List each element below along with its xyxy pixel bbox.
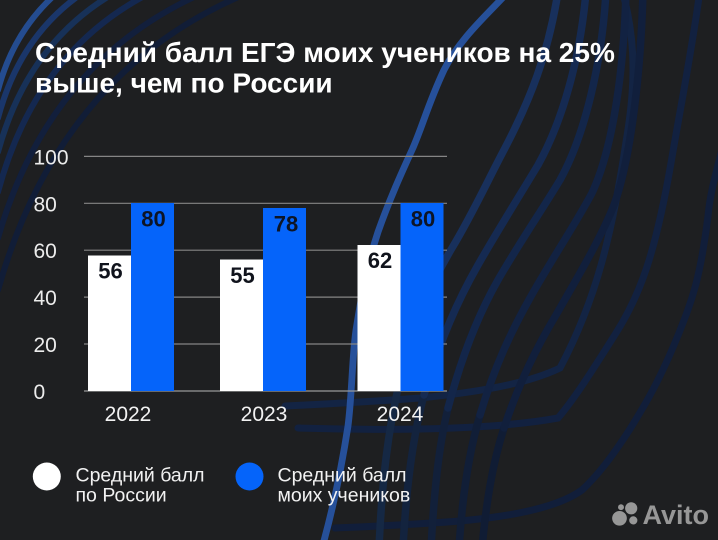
svg-text:Средний балл: Средний балл [76,465,205,487]
svg-text:56: 56 [98,259,122,284]
svg-text:80: 80 [141,207,165,232]
svg-text:40: 40 [34,287,57,310]
svg-text:моих учеников: моих учеников [278,485,411,507]
svg-text:2024: 2024 [377,403,424,426]
svg-text:2022: 2022 [105,403,152,426]
svg-text:Средний балл: Средний балл [278,465,407,487]
svg-text:0: 0 [34,381,46,404]
svg-text:100: 100 [34,146,69,169]
svg-text:78: 78 [274,212,298,237]
svg-text:Средний балл ЕГЭ моих учеников: Средний балл ЕГЭ моих учеников на 25% [35,37,615,68]
svg-text:Avito: Avito [643,500,710,530]
svg-text:2023: 2023 [241,403,288,426]
svg-text:80: 80 [34,193,57,216]
svg-text:80: 80 [411,207,435,232]
svg-text:выше, чем по России: выше, чем по России [35,67,333,98]
svg-text:55: 55 [230,263,254,288]
svg-text:по России: по России [76,485,167,507]
svg-text:62: 62 [368,248,392,273]
svg-text:20: 20 [34,334,57,357]
svg-text:60: 60 [34,240,57,263]
